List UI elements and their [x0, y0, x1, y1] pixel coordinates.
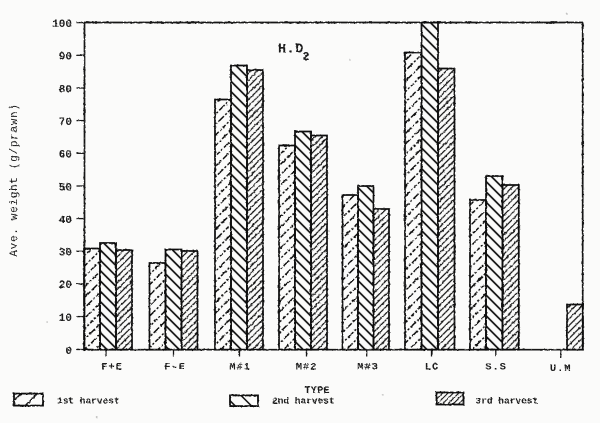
- svg-text:60: 60: [59, 150, 72, 162]
- svg-text:F-E: F-E: [164, 362, 186, 374]
- svg-text:S.S: S.S: [485, 362, 507, 374]
- svg-text:LC: LC: [425, 362, 439, 374]
- svg-text:100: 100: [52, 19, 72, 31]
- svg-text:M#2: M#2: [296, 362, 318, 374]
- svg-text:H.D: H.D: [278, 43, 304, 58]
- svg-text:M#3: M#3: [357, 362, 379, 374]
- svg-text:0: 0: [65, 346, 72, 358]
- svg-text:1st harvest: 1st harvest: [57, 396, 120, 407]
- svg-text:40: 40: [59, 215, 72, 227]
- svg-text:U.M: U.M: [550, 363, 572, 375]
- svg-text:30: 30: [59, 248, 72, 260]
- svg-text:80: 80: [59, 84, 72, 96]
- svg-text:20: 20: [59, 280, 72, 292]
- svg-text:2nd harvest: 2nd harvest: [272, 396, 335, 407]
- svg-text:M#1: M#1: [229, 362, 251, 374]
- svg-text:70: 70: [59, 117, 72, 129]
- svg-text:90: 90: [59, 52, 72, 64]
- svg-text:10: 10: [59, 313, 72, 325]
- svg-text:TYPE: TYPE: [304, 385, 329, 397]
- svg-text:2: 2: [303, 51, 310, 64]
- svg-text:F+E: F+E: [101, 362, 123, 374]
- svg-text:Ave. weight (g/prawn): Ave. weight (g/prawn): [9, 103, 21, 256]
- svg-text:50: 50: [59, 182, 72, 194]
- svg-text:3rd harvest: 3rd harvest: [476, 396, 539, 407]
